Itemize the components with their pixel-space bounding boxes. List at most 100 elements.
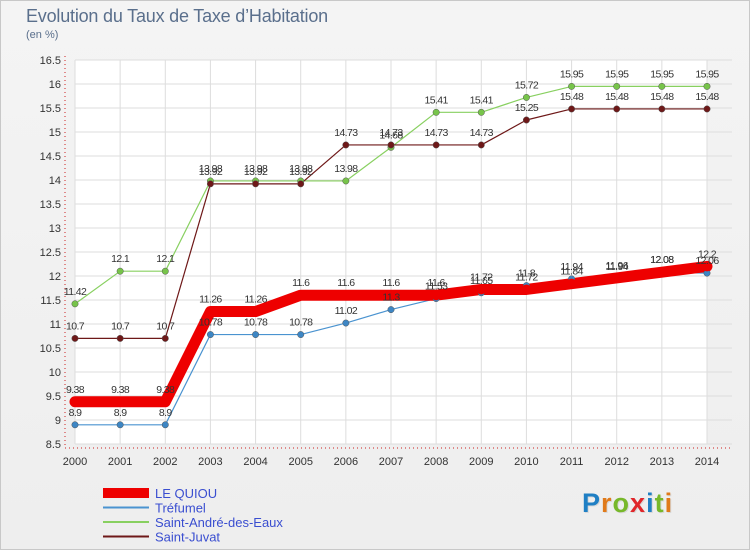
data-point (477, 108, 485, 116)
data-point (297, 180, 305, 188)
data-label: 8.9 (159, 407, 173, 419)
data-point (566, 278, 577, 289)
data-label: 13.92 (199, 166, 223, 178)
data-point (521, 284, 532, 295)
data-label: 12.2 (698, 248, 717, 260)
y-tick-label: 12 (49, 271, 61, 283)
data-point (252, 331, 260, 339)
data-label: 11.6 (337, 277, 355, 289)
data-label: 11.3 (382, 292, 400, 304)
data-point (161, 421, 169, 429)
data-label: 11.72 (515, 271, 538, 283)
data-label: 11.6 (382, 277, 400, 289)
data-label: 15.48 (605, 91, 629, 103)
data-label: 12.1 (111, 253, 130, 265)
data-label: 10.78 (244, 317, 268, 329)
logo-letter: i (646, 488, 655, 518)
y-tick-label: 15 (49, 127, 61, 139)
data-point (116, 334, 124, 342)
x-tick-label: 2013 (650, 456, 674, 468)
x-tick-label: 2014 (695, 456, 719, 468)
data-point (160, 396, 171, 407)
data-point (568, 105, 576, 113)
y-tick-label: 14.5 (40, 151, 61, 163)
data-label: 15.25 (515, 102, 539, 114)
data-point (568, 82, 576, 90)
data-point (206, 331, 214, 339)
legend-item: Saint-André-des-Eaux (155, 515, 283, 530)
data-label: 14.73 (379, 127, 403, 139)
data-point (431, 290, 442, 301)
x-tick-label: 2009 (469, 456, 493, 468)
data-label: 13.98 (199, 163, 223, 175)
legend-item: Saint-Juvat (155, 530, 220, 545)
data-label: 11.84 (560, 266, 583, 278)
data-point (70, 396, 80, 407)
y-tick-label: 11.5 (40, 295, 61, 307)
data-point (477, 141, 485, 149)
x-tick-label: 2005 (288, 456, 312, 468)
data-label: 14.68 (379, 129, 403, 141)
data-label: 11.8 (518, 268, 536, 280)
data-label: 11.72 (470, 271, 493, 283)
data-label: 8.9 (114, 407, 128, 419)
data-label: 15.41 (425, 94, 449, 106)
data-label: 13.98 (244, 163, 268, 175)
data-point (295, 290, 306, 301)
data-point (522, 116, 530, 124)
data-point (342, 141, 350, 149)
data-label: 13.92 (289, 166, 313, 178)
data-point (432, 141, 440, 149)
data-label: 11.02 (335, 305, 358, 317)
data-point (613, 82, 621, 90)
x-tick-label: 2001 (108, 456, 132, 468)
y-tick-label: 13.5 (40, 199, 61, 211)
data-label: 9.38 (66, 384, 85, 396)
data-point (386, 290, 396, 301)
y-tick-label: 16 (49, 79, 61, 91)
x-tick-label: 2007 (379, 456, 403, 468)
legend-item: Tréfumel (155, 501, 206, 516)
data-point (387, 141, 395, 149)
logo-letter: i (664, 488, 674, 518)
x-tick-label: 2004 (243, 456, 267, 468)
data-label: 11.94 (605, 261, 628, 273)
data-label: 15.48 (695, 91, 719, 103)
data-point (116, 421, 124, 429)
data-point (703, 105, 711, 113)
y-tick-label: 8.5 (46, 439, 61, 451)
data-point (703, 82, 711, 90)
x-tick-label: 2000 (63, 456, 87, 468)
data-label: 12.06 (695, 255, 719, 267)
data-point (613, 105, 621, 113)
data-point (161, 267, 169, 275)
data-point (161, 334, 169, 342)
data-label: 13.98 (289, 163, 313, 175)
data-point (387, 306, 395, 314)
data-label: 14.73 (425, 127, 449, 139)
legend: LE QUIOUTréfumelSaint-André-des-EauxSain… (103, 486, 283, 545)
logo-letter: x (630, 488, 647, 518)
data-point (476, 284, 487, 295)
y-tick-label: 12.5 (40, 247, 61, 259)
data-point (71, 334, 79, 342)
data-label: 11.26 (199, 294, 222, 306)
data-point (252, 180, 260, 188)
x-tick-label: 2006 (334, 456, 358, 468)
data-label: 11.6 (428, 277, 446, 289)
x-tick-label: 2011 (560, 456, 584, 468)
data-point (250, 306, 261, 317)
data-point (656, 267, 667, 278)
data-label: 9.38 (111, 384, 130, 396)
data-label: 13.92 (244, 166, 268, 178)
data-label: 10.7 (111, 320, 130, 332)
data-label: 11.6 (292, 277, 310, 289)
data-label: 15.72 (515, 79, 539, 91)
data-point (342, 177, 350, 185)
y-tick-label: 10.5 (40, 343, 61, 355)
logo-letter: P (582, 488, 602, 518)
data-point (611, 272, 622, 283)
data-label: 10.7 (66, 320, 85, 332)
data-point (115, 396, 126, 407)
